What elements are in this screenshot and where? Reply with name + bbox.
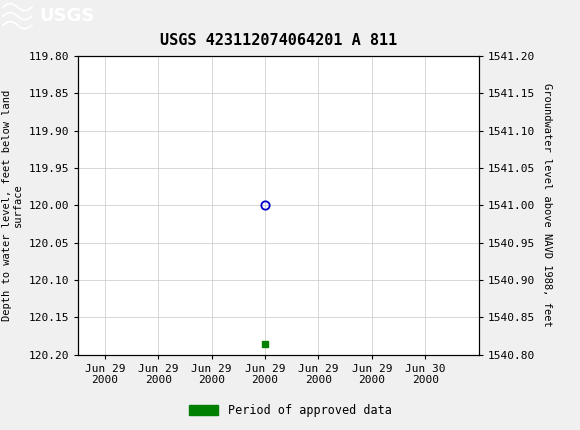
Title: USGS 423112074064201 A 811: USGS 423112074064201 A 811 bbox=[160, 33, 397, 48]
Text: USGS: USGS bbox=[39, 7, 95, 25]
Y-axis label: Groundwater level above NAVD 1988, feet: Groundwater level above NAVD 1988, feet bbox=[542, 83, 552, 327]
Legend: Period of approved data: Period of approved data bbox=[184, 399, 396, 422]
Y-axis label: Depth to water level, feet below land
surface: Depth to water level, feet below land su… bbox=[2, 90, 23, 321]
